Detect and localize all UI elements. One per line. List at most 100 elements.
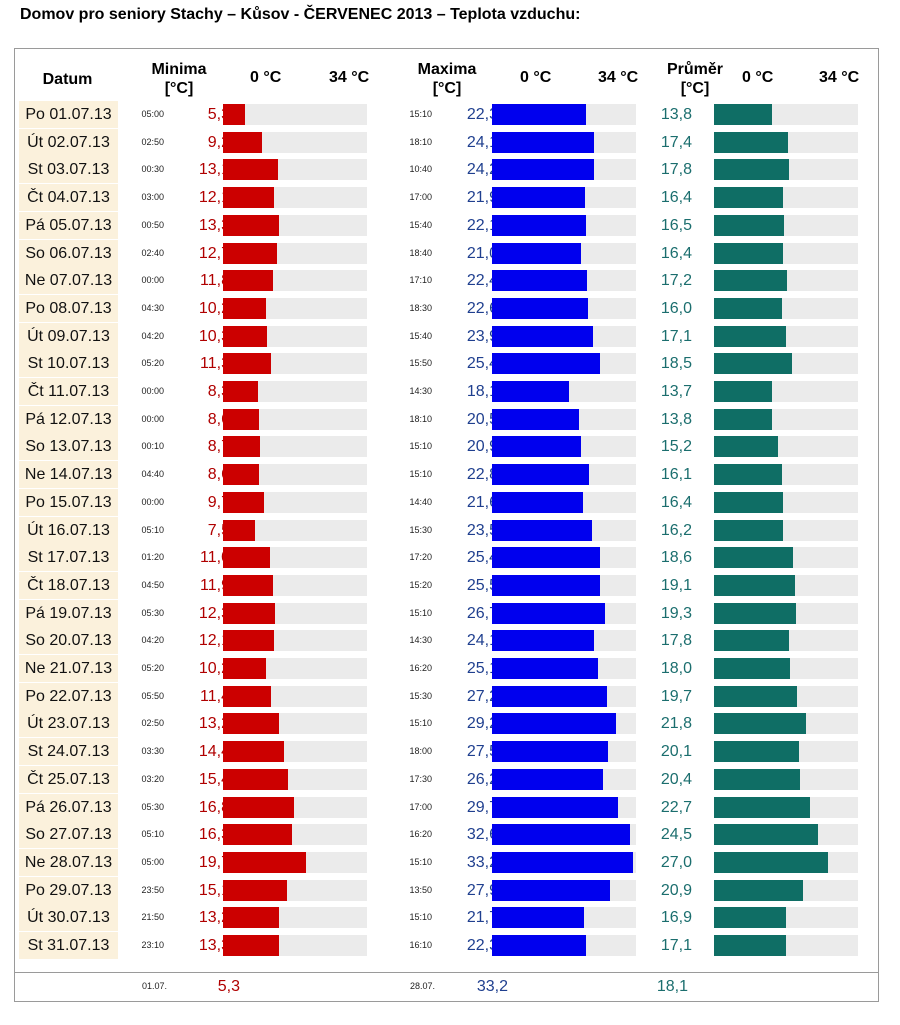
row-date: Pá 05.07.13 xyxy=(19,211,118,239)
row-max-track xyxy=(492,436,636,458)
row-max-time: 16:20 xyxy=(409,663,432,673)
row-min-bar xyxy=(223,353,271,375)
table-row: Út 02.07.13 02:50 9,2 18:10 24,1 17,4 xyxy=(19,128,879,156)
row-max-value: 22,3 xyxy=(466,937,498,954)
row-min-time: 03:30 xyxy=(141,746,164,757)
row-max-bar xyxy=(492,131,595,153)
row-max-track xyxy=(492,353,636,375)
row-max-value: 22,4 xyxy=(466,272,498,290)
row-min-time: 00:00 xyxy=(141,496,164,507)
scale-min-max: 34 °C xyxy=(329,69,370,86)
row-max-bar xyxy=(492,187,585,209)
row-max-track xyxy=(492,658,636,679)
row-min-bar xyxy=(223,658,267,679)
table-row: St 31.07.13 23:10 13,3 16:10 22,3 17,1 xyxy=(19,932,879,959)
row-avg-track xyxy=(714,519,858,541)
table-row: St 03.07.13 00:30 13,1 10:40 24,2 17,8 xyxy=(19,156,879,184)
row-min-track xyxy=(223,104,367,125)
row-avg-track xyxy=(714,547,858,569)
row-max-bar xyxy=(492,547,600,569)
row-avg-track xyxy=(714,353,858,375)
row-avg-track xyxy=(714,685,858,707)
row-min-value: 10,2 xyxy=(198,660,230,677)
row-min-time: 05:20 xyxy=(141,358,164,369)
row-min-value: 11,8 xyxy=(200,272,230,290)
row-avg-value: 16,0 xyxy=(660,299,692,317)
row-date: So 13.07.13 xyxy=(19,433,118,461)
row-date: Po 15.07.13 xyxy=(19,488,118,516)
row-avg-value: 16,2 xyxy=(660,521,692,539)
row-min-track xyxy=(223,131,367,153)
row-avg-value: 18,6 xyxy=(660,549,692,567)
row-max-bar xyxy=(492,574,600,596)
summary-max-date: 28.07. xyxy=(409,981,435,991)
row-max-bar xyxy=(492,242,581,264)
row-min-track xyxy=(223,907,367,929)
row-min-value: 10,3 xyxy=(198,327,230,345)
row-min-track xyxy=(223,879,367,901)
row-max-track xyxy=(492,159,636,181)
row-min-time: 05:20 xyxy=(141,663,164,673)
row-avg-value: 17,1 xyxy=(660,937,692,954)
row-max-value: 25,4 xyxy=(466,549,498,567)
row-avg-value: 16,1 xyxy=(660,466,692,484)
row-max-value: 22,6 xyxy=(466,299,498,317)
row-min-time: 00:10 xyxy=(141,441,164,452)
table-row: Pá 12.07.13 00:00 8,6 18:10 20,5 13,8 xyxy=(19,405,879,433)
row-date: Po 08.07.13 xyxy=(19,294,118,322)
row-min-track xyxy=(223,270,367,292)
row-min-time: 00:00 xyxy=(141,275,164,286)
row-max-bar xyxy=(492,685,608,707)
row-min-value: 13,3 xyxy=(198,937,230,954)
row-max-track xyxy=(492,851,636,873)
row-avg-bar xyxy=(714,491,784,513)
row-min-track xyxy=(223,214,367,236)
row-max-bar xyxy=(492,214,586,236)
row-min-value: 11,3 xyxy=(200,355,230,373)
row-min-value: 14,4 xyxy=(198,743,230,761)
row-max-bar xyxy=(492,353,600,375)
row-max-bar xyxy=(492,436,581,458)
row-max-time: 16:20 xyxy=(409,829,432,840)
row-max-time: 14:30 xyxy=(409,386,432,396)
row-min-bar xyxy=(223,214,280,236)
row-avg-track xyxy=(714,297,858,319)
row-avg-bar xyxy=(714,630,790,652)
table-row: Čt 11.07.13 00:00 8,3 14:30 18,1 13,7 xyxy=(19,378,879,405)
row-max-track xyxy=(492,270,636,292)
row-max-value: 33,2 xyxy=(466,853,498,871)
row-date: Ne 21.07.13 xyxy=(19,655,118,682)
row-avg-value: 16,5 xyxy=(660,216,692,234)
row-max-time: 15:10 xyxy=(409,718,432,729)
summary-min-value: 5,3 xyxy=(217,978,240,995)
row-avg-bar xyxy=(714,824,818,846)
row-avg-value: 20,9 xyxy=(660,881,692,899)
row-max-bar xyxy=(492,464,589,486)
row-avg-track xyxy=(714,796,858,818)
row-min-time: 00:50 xyxy=(141,219,164,230)
row-min-bar xyxy=(223,547,270,569)
row-avg-bar xyxy=(714,104,773,125)
row-avg-bar xyxy=(714,685,798,707)
row-date: St 24.07.13 xyxy=(19,738,118,766)
row-min-track xyxy=(223,187,367,209)
row-max-value: 23,5 xyxy=(466,521,498,539)
row-max-value: 21,6 xyxy=(466,493,498,511)
row-avg-bar xyxy=(714,741,800,763)
row-max-track xyxy=(492,547,636,569)
row-max-track xyxy=(492,464,636,486)
row-avg-bar xyxy=(714,907,786,929)
row-avg-value: 19,7 xyxy=(660,687,692,705)
row-max-bar xyxy=(492,104,587,125)
row-min-value: 15,1 xyxy=(198,881,230,899)
row-max-bar xyxy=(492,713,616,735)
row-avg-track xyxy=(714,602,858,624)
row-avg-track xyxy=(714,242,858,264)
row-max-time: 17:00 xyxy=(409,192,432,203)
row-max-bar xyxy=(492,491,584,513)
row-date: Čt 04.07.13 xyxy=(19,184,118,212)
row-date: Pá 26.07.13 xyxy=(19,793,118,821)
row-min-bar xyxy=(223,685,272,707)
row-avg-value: 24,5 xyxy=(660,826,692,844)
row-min-time: 05:50 xyxy=(141,690,164,701)
